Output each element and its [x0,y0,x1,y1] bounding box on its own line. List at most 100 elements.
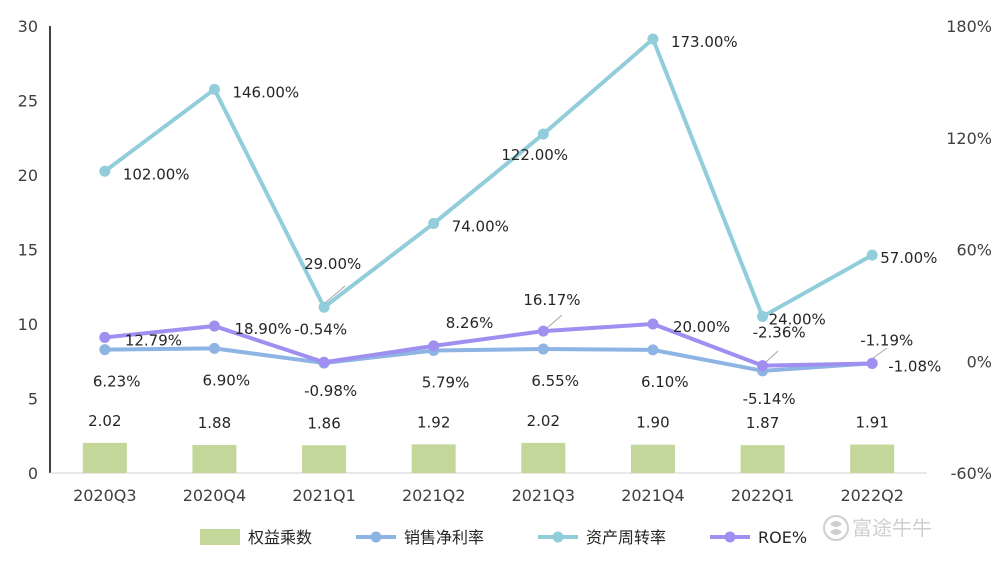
x-tick-label: 2021Q4 [621,486,685,505]
asset-turnover-data-label: 24.00% [769,311,826,329]
asset-turnover-data-label: 173.00% [671,33,738,51]
leader-line [324,285,346,304]
legend-swatch-marker [370,531,382,543]
series-point [428,340,440,352]
roe-data-label: 12.79% [125,331,182,349]
right-tick-label: 180% [946,17,992,36]
series-point [647,318,659,330]
bar [740,445,785,473]
bar-data-label: 1.92 [417,413,450,431]
series-point [537,343,549,355]
series-point [647,33,659,45]
bar-data-label: 2.02 [88,412,121,430]
x-tick-label: 2021Q1 [292,486,356,505]
watermark: 富途牛牛 [823,515,932,541]
series-point [537,128,549,140]
left-tick-label: 10 [18,315,38,334]
bar [411,444,456,473]
asset-turnover-data-label: 29.00% [304,255,361,273]
roe-data-label: -2.36% [753,324,806,342]
series-line [102,37,875,319]
net-margin-data-label: -5.14% [743,390,796,408]
x-tick-label: 2020Q4 [183,486,247,505]
series-point [757,360,769,372]
asset-turnover-data-label: 102.00% [123,165,190,183]
series-point [866,357,878,369]
watermark-text: 富途牛牛 [852,516,932,540]
series-point [537,325,549,337]
bar [302,445,347,473]
series-point [318,301,330,313]
roe-data-label: 16.17% [523,291,580,309]
bar [630,444,675,473]
roe-data-label: 18.90% [234,320,291,338]
series-point [866,249,878,261]
data-labels: 2.02 1.88 1.86 1.92 2.02 1.90 1.87 1.91 6.23% 6.9… [88,33,941,432]
net-margin-data-label: 6.23% [93,373,141,391]
net-margin-data-label: 6.10% [641,373,689,391]
roe-data-label: -0.54% [294,320,347,338]
leader-line [765,350,779,363]
series-point [428,217,440,229]
legend-label: 权益乘数 [248,528,312,547]
series-point [208,320,220,332]
bar [82,442,127,473]
right-tick-label: 120% [946,129,992,148]
bar-data-label: 1.91 [855,414,888,432]
asset-turnover-data-label: 74.00% [452,217,509,235]
series-point [318,356,330,368]
roe-data-label: -1.19% [860,331,913,349]
legend-label: 销售净利率 [404,528,484,547]
legend-label: ROE% [758,528,807,547]
bar-data-label: 1.88 [198,414,231,432]
left-tick-label: 30 [18,17,38,36]
bar-data-label: 1.90 [636,414,669,432]
net-margin-data-label: 5.79% [422,373,470,391]
x-tick-label: 2021Q2 [402,486,466,505]
bar-data-label: 1.87 [746,414,779,432]
roe-data-label: 20.00% [673,318,730,336]
series-point [757,311,769,323]
series-point [208,83,220,95]
net-margin-data-label: 6.55% [531,372,579,390]
bar [192,444,237,473]
legend: 权益乘数 销售净利率 资产周转率 ROE% [200,528,807,547]
leader-line [872,347,888,359]
legend-swatch-marker [724,531,736,543]
asset-turnover-data-label: 122.00% [501,146,568,164]
x-tick-label: 2020Q3 [73,486,137,505]
series-point [208,342,220,354]
series-point [647,344,659,356]
left-tick-label: 20 [18,166,38,185]
leader-line [546,314,563,329]
series-point [99,331,111,343]
futu-logo-icon [823,515,849,541]
left-tick-label: 15 [18,241,38,260]
series-line [102,346,875,373]
left-tick-label: 25 [18,92,38,111]
x-tick-label: 2021Q3 [512,486,576,505]
right-tick-label: 60% [956,241,992,260]
series-point [99,344,111,356]
net-margin-data-label: 6.90% [202,371,250,389]
series-point [99,165,111,177]
x-tick-label: 2022Q2 [840,486,904,505]
bar [850,444,895,473]
line-series [99,33,878,377]
net-margin-data-label: -1.08% [888,357,941,375]
legend-label: 资产周转率 [586,528,666,547]
asset-turnover-data-label: 146.00% [232,83,299,101]
right-tick-label: -60% [951,464,992,483]
axes: 0 5 10 15 20 25 30 -60% 0% 60% 120% 180% 2020Q3 2020Q… [18,17,992,505]
roe-data-label: 8.26% [446,314,494,332]
bar-data-label: 1.86 [307,414,340,432]
bar [521,442,566,473]
legend-swatch-bar [200,529,240,545]
net-margin-data-label: -0.98% [304,382,357,400]
left-tick-label: 0 [28,464,38,483]
asset-turnover-data-label: 57.00% [880,249,937,267]
legend-swatch-marker [552,531,564,543]
bar-data-label: 2.02 [527,412,560,430]
